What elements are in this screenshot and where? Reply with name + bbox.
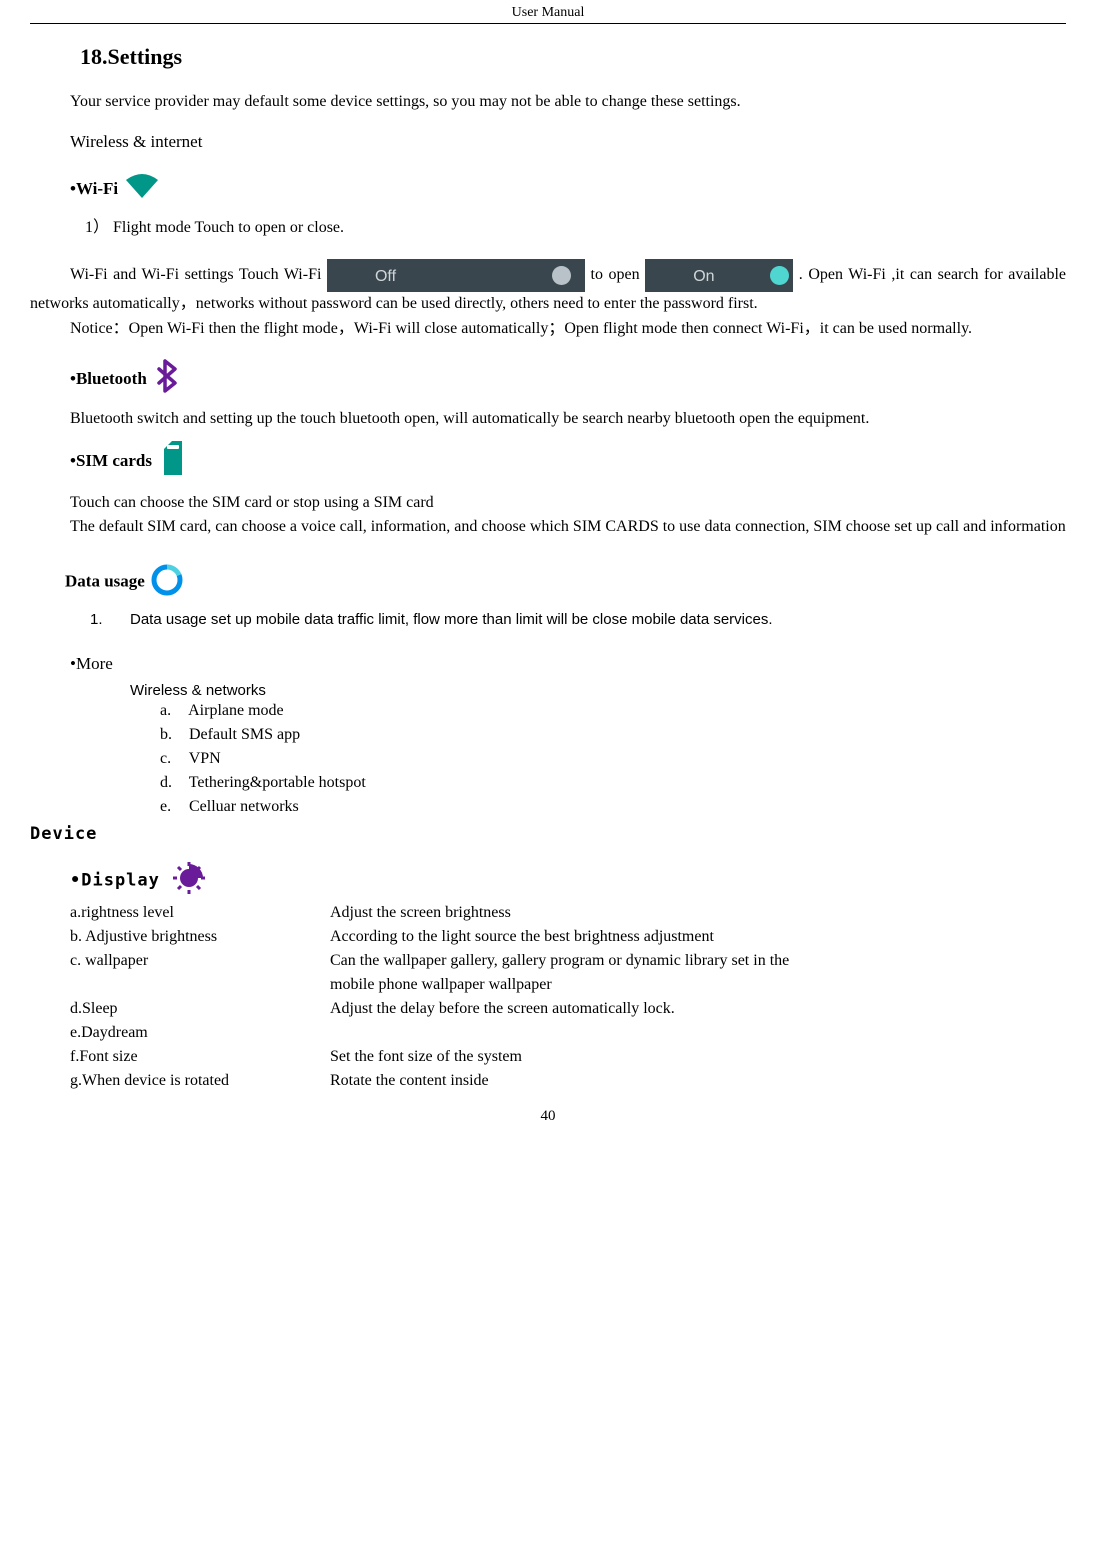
toggle-off-label: Off: [335, 265, 396, 290]
bluetooth-icon: [151, 359, 181, 401]
sim-line2: The default SIM card, can choose a voice…: [30, 515, 1066, 540]
more-item-e: e. Celluar networks: [160, 795, 1066, 819]
wifi-line2b: to open: [591, 266, 646, 283]
wifi-toggle-on[interactable]: On: [645, 259, 793, 292]
display-row-e: e.Daydream: [70, 1021, 1066, 1045]
wifi-icon: [122, 170, 162, 210]
more-item-b: b. Default SMS app: [160, 723, 1066, 747]
data-usage-label: Data usage: [65, 572, 149, 591]
sim-heading: •SIM cards: [70, 439, 1066, 485]
data-usage-item: 1. Data usage set up mobile data traffic…: [90, 608, 1066, 632]
display-row-a: a.rightness level Adjust the screen brig…: [70, 901, 1066, 925]
display-row-g: g.When device is rotated Rotate the cont…: [70, 1069, 1066, 1093]
display-table: a.rightness level Adjust the screen brig…: [70, 901, 1066, 1093]
display-row-c: c. wallpaper Can the wallpaper gallery, …: [70, 949, 1066, 973]
more-item-a: a. Airplane mode: [160, 699, 1066, 723]
wifi-label: •Wi-Fi: [70, 179, 118, 198]
wifi-heading: •Wi-Fi: [70, 170, 1066, 210]
more-sub-label: Wireless & networks: [130, 682, 1066, 699]
data-usage-item-num: 1.: [90, 608, 130, 632]
wifi-item1-text: Flight mode Touch to open or close.: [113, 219, 344, 236]
display-row-b: b. Adjustive brightness According to the…: [70, 925, 1066, 949]
toggle-off-knob: [552, 266, 571, 285]
wifi-notice: Notice：Open Wi-Fi then the flight mode，W…: [30, 317, 1066, 342]
display-icon: [171, 860, 207, 901]
display-label: •Display: [70, 871, 171, 891]
data-usage-icon: [149, 562, 185, 603]
display-row-c2: mobile phone wallpaper wallpaper: [70, 973, 1066, 997]
toggle-on-knob: [770, 266, 789, 285]
more-heading: •More: [70, 650, 1066, 677]
section-title: 18.Settings: [80, 44, 1066, 70]
display-row-d: d.Sleep Adjust the delay before the scre…: [70, 997, 1066, 1021]
toggle-on-label: On: [653, 265, 714, 290]
bluetooth-heading: •Bluetooth: [70, 359, 1066, 401]
page-number: 40: [30, 1093, 1066, 1130]
data-usage-heading: Data usage: [65, 562, 1066, 603]
wireless-internet-label: Wireless & internet: [70, 132, 1066, 152]
sim-line1: Touch can choose the SIM card or stop us…: [30, 491, 1066, 516]
device-heading: Device: [30, 824, 1066, 844]
more-item-c: c. VPN: [160, 747, 1066, 771]
display-row-f: f.Font size Set the font size of the sys…: [70, 1045, 1066, 1069]
wifi-toggle-off[interactable]: Off: [327, 259, 585, 292]
bluetooth-label: •Bluetooth: [70, 369, 151, 388]
wifi-settings-paragraph: Wi-Fi and Wi-Fi settings Touch Wi-Fi Off…: [30, 259, 1066, 317]
intro-paragraph: Your service provider may default some d…: [30, 90, 1066, 114]
display-heading: •Display: [70, 860, 1066, 901]
sim-card-icon: [156, 439, 190, 485]
more-item-d: d. Tethering&portable hotspot: [160, 771, 1066, 795]
wifi-flight-mode-row: 1） Flight mode Touch to open or close.: [85, 215, 1066, 241]
sim-label: •SIM cards: [70, 451, 156, 470]
wifi-item1-num: 1）: [85, 219, 109, 236]
data-usage-item-text: Data usage set up mobile data traffic li…: [130, 608, 773, 632]
wifi-line2a: Wi-Fi and Wi-Fi settings Touch Wi-Fi: [70, 266, 327, 283]
page-header: User Manual: [30, 0, 1066, 24]
bluetooth-text: Bluetooth switch and setting up the touc…: [30, 407, 1066, 432]
